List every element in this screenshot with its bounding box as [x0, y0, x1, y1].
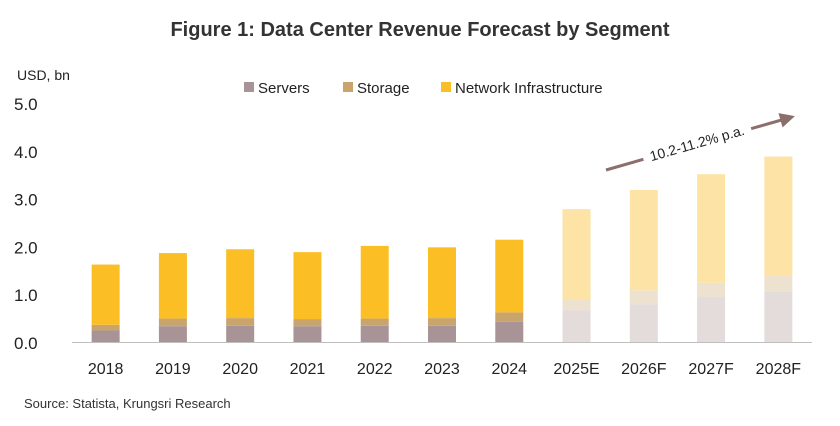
bar-segment-servers-2028f [764, 291, 793, 342]
growth-label-background [640, 117, 754, 168]
x-tick-label: 2024 [491, 361, 527, 378]
chart-title: Figure 1: Data Center Revenue Forecast b… [170, 19, 669, 41]
bar-segment-storage-2028f [764, 275, 793, 292]
y-tick-label: 3.0 [14, 191, 38, 210]
x-tick-label: 2023 [424, 361, 460, 378]
y-axis-label: USD, bn [17, 67, 70, 83]
y-tick-label: 1.0 [14, 286, 38, 305]
bar-segment-storage-2025e [562, 298, 591, 311]
x-tick-label: 2021 [290, 361, 326, 378]
legend-label: Network Infrastructure [455, 80, 603, 97]
bar-segment-servers-2020 [226, 325, 255, 342]
y-tick-label: 5.0 [14, 95, 38, 114]
bar-segment-servers-2021 [293, 326, 322, 342]
bar-segment-storage-2027f [697, 282, 726, 298]
bar-segment-network-infrastructure-2018 [91, 264, 120, 325]
bar-segment-network-infrastructure-2026f [629, 189, 658, 291]
bar-segment-storage-2024 [495, 312, 524, 322]
x-tick-label: 2022 [357, 361, 393, 378]
source-note: Source: Statista, Krungsri Research [24, 396, 231, 411]
y-axis: 0.0 1.0 2.0 3.0 4.0 5.0 [14, 95, 38, 353]
bar-segment-network-infrastructure-2021 [293, 252, 322, 320]
bar-segment-servers-2023 [428, 325, 456, 342]
bar-segment-servers-2022 [360, 325, 389, 342]
x-tick-label: 2020 [222, 361, 258, 378]
bars [91, 156, 793, 342]
x-tick-label: 2025E [553, 361, 599, 378]
x-tick-label: 2026F [621, 361, 667, 378]
x-tick-label: 2019 [155, 361, 191, 378]
bar-segment-storage-2021 [293, 319, 322, 327]
bar-segment-storage-2019 [158, 318, 187, 327]
bar-segment-storage-2022 [360, 318, 389, 326]
x-tick-label: 2018 [88, 361, 124, 378]
bar-segment-storage-2018 [91, 324, 120, 331]
bar-segment-storage-2023 [428, 318, 456, 326]
y-tick-label: 0.0 [14, 334, 38, 353]
bar-segment-network-infrastructure-2024 [495, 239, 524, 313]
bar-segment-servers-2027f [697, 297, 726, 342]
bar-segment-network-infrastructure-2028f [764, 156, 793, 276]
x-axis: 2018 2019 2020 2021 2022 2023 2024 2025E 2026F 20… [72, 342, 812, 378]
growth-annotation: 10.2-11.2% p.a. [605, 113, 795, 172]
legend-swatch-storage [343, 82, 353, 92]
legend: Servers Storage Network Infrastructure [244, 80, 603, 97]
y-tick-label: 2.0 [14, 238, 38, 257]
x-tick-label: 2028F [756, 361, 802, 378]
x-tick-label: 2027F [688, 361, 734, 378]
bar-segment-storage-2026f [629, 290, 658, 305]
bar-segment-network-infrastructure-2020 [226, 249, 255, 319]
bar-segment-servers-2018 [91, 330, 120, 342]
bar-segment-servers-2025e [562, 310, 591, 342]
bar-segment-servers-2019 [158, 326, 187, 342]
y-tick-label: 4.0 [14, 143, 38, 162]
legend-label: Servers [258, 80, 310, 97]
bar-segment-network-infrastructure-2025e [562, 209, 591, 299]
legend-swatch-network-infrastructure [441, 82, 451, 92]
bar-segment-network-infrastructure-2023 [428, 247, 456, 319]
legend-label: Storage [357, 80, 410, 97]
bar-segment-servers-2024 [495, 321, 524, 342]
legend-swatch-servers [244, 82, 254, 92]
bar-segment-storage-2020 [226, 318, 255, 326]
bar-segment-network-infrastructure-2019 [158, 253, 187, 319]
bar-segment-servers-2026f [629, 304, 658, 342]
bar-segment-network-infrastructure-2022 [360, 245, 389, 319]
bar-segment-network-infrastructure-2027f [697, 174, 726, 283]
